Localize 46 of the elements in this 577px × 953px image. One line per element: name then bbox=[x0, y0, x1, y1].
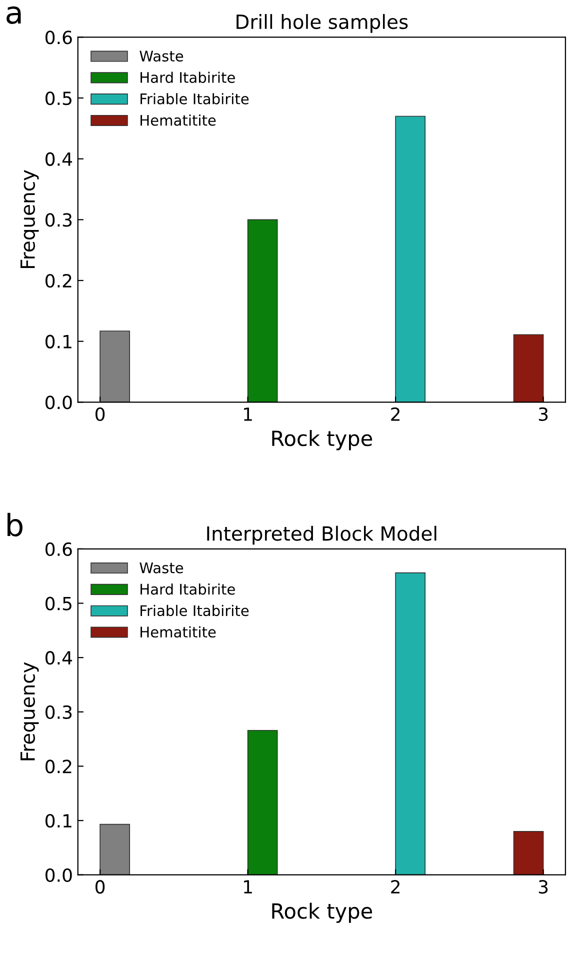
bar bbox=[395, 572, 426, 875]
y-tick-label: 0.3 bbox=[46, 705, 72, 720]
bar bbox=[247, 730, 278, 875]
x-tick-label: 0 bbox=[96, 407, 105, 422]
x-tick-label: 3 bbox=[538, 880, 548, 894]
legend-label: Hematitite bbox=[140, 114, 216, 126]
y-tick-label: 0.2 bbox=[46, 760, 72, 774]
y-tick-label: 0.4 bbox=[46, 651, 72, 665]
legend-label: Waste bbox=[140, 562, 184, 574]
bar bbox=[395, 116, 426, 402]
x-tick-label: 2 bbox=[391, 880, 400, 894]
x-tick-label: 3 bbox=[538, 407, 548, 422]
text: a bbox=[6, 6, 21, 24]
y-axis-title: Frequency bbox=[20, 170, 39, 268]
y-tick-label: 0.4 bbox=[46, 152, 72, 166]
x-axis-title: Rock type bbox=[272, 902, 372, 923]
y-tick-label: 0.6 bbox=[46, 542, 72, 556]
y-tick-label: 0.0 bbox=[46, 396, 72, 410]
bar bbox=[100, 330, 130, 402]
bar bbox=[100, 824, 130, 875]
x-tick-label: 0 bbox=[96, 880, 105, 894]
x-tick-label: 1 bbox=[244, 880, 252, 894]
y-tick-label: 0.0 bbox=[46, 868, 72, 882]
chart-title: Interpreted Block Model bbox=[207, 526, 436, 545]
y-tick-label: 0.5 bbox=[46, 91, 72, 106]
bar bbox=[513, 830, 544, 875]
bar bbox=[513, 334, 544, 402]
x-tick-label: 1 bbox=[244, 408, 252, 421]
y-tick-label: 0.3 bbox=[46, 213, 72, 227]
legend-label: Hard Itabirite bbox=[140, 583, 235, 595]
x-axis-title: Rock type bbox=[272, 430, 372, 450]
text: b bbox=[8, 512, 22, 536]
y-tick-label: 0.2 bbox=[46, 274, 72, 288]
legend-label: Friable Itabirite bbox=[140, 604, 249, 616]
y-tick-label: 0.6 bbox=[46, 30, 72, 44]
y-tick-label: 0.1 bbox=[46, 334, 72, 348]
bar bbox=[247, 219, 278, 402]
legend-label: Hematitite bbox=[140, 626, 216, 638]
x-tick-label: 2 bbox=[391, 407, 400, 421]
y-tick-label: 0.5 bbox=[46, 596, 72, 610]
legend-label: Hard Itabirite bbox=[140, 72, 235, 83]
y-axis-title: Frequency bbox=[20, 662, 39, 760]
chart-title: Drill hole samples bbox=[236, 14, 408, 33]
legend-label: Friable Itabirite bbox=[140, 93, 249, 104]
legend-label: Waste bbox=[140, 50, 184, 62]
y-tick-label: 0.1 bbox=[46, 814, 72, 828]
